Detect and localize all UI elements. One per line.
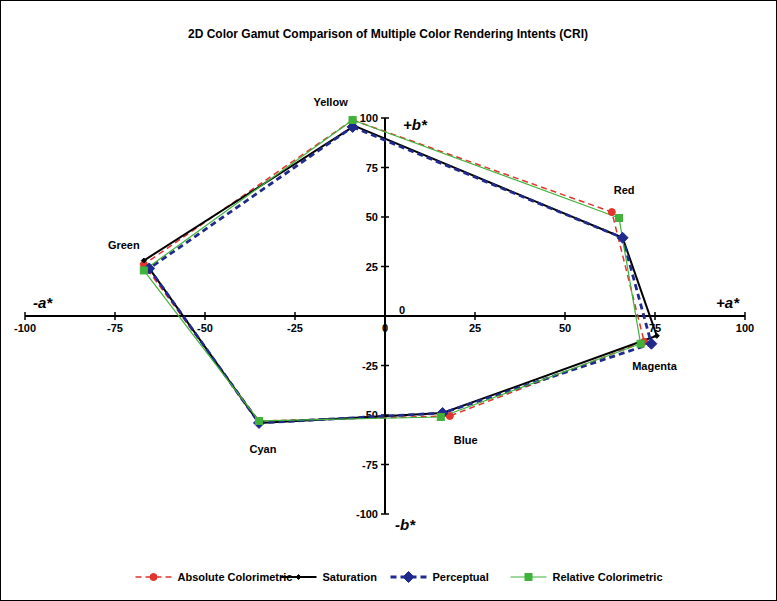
title: 2D Color Gamut Comparison of Multiple Co… bbox=[188, 27, 588, 41]
axis-label: +a* bbox=[716, 294, 740, 311]
legend-label: Relative Colorimetric bbox=[553, 571, 663, 583]
y-tick-label: 25 bbox=[366, 261, 378, 273]
point bbox=[617, 232, 628, 243]
y-tick bbox=[381, 464, 389, 466]
point-label: Blue bbox=[454, 434, 478, 446]
x-tick bbox=[744, 312, 746, 320]
y-tick bbox=[381, 266, 389, 268]
y-tick-label: 75 bbox=[366, 162, 378, 174]
legend-label: Absolute Colorimetric bbox=[178, 571, 293, 583]
x-tick-label: 100 bbox=[736, 322, 754, 334]
point bbox=[646, 338, 657, 349]
x-tick bbox=[114, 312, 116, 320]
point-label: Green bbox=[108, 239, 140, 251]
series-line bbox=[144, 120, 641, 421]
point bbox=[256, 417, 263, 424]
series-line bbox=[144, 120, 644, 421]
x-tick bbox=[654, 312, 656, 320]
point bbox=[437, 413, 444, 420]
y-tick bbox=[381, 513, 389, 515]
axis-label: +b* bbox=[403, 116, 428, 133]
x-tick-label: -25 bbox=[287, 322, 303, 334]
point bbox=[254, 417, 265, 428]
point bbox=[349, 116, 356, 123]
point-label: Yellow bbox=[313, 96, 348, 108]
point bbox=[654, 333, 659, 338]
x-tick bbox=[294, 312, 296, 320]
legend: Absolute Colorimetric Saturation Perceptua… bbox=[136, 571, 663, 583]
x-tick-label: 50 bbox=[559, 322, 571, 334]
point bbox=[349, 116, 356, 123]
x-tick-label: 0 bbox=[382, 322, 388, 334]
point bbox=[608, 209, 615, 216]
legend-marker bbox=[525, 574, 532, 581]
frame bbox=[1, 1, 777, 601]
x-tick bbox=[474, 312, 476, 320]
y-tick-label: 100 bbox=[360, 112, 378, 124]
x-tick bbox=[204, 312, 206, 320]
chart: 2D Color Gamut Comparison of Multiple Co… bbox=[0, 0, 777, 601]
y-tick-label: 0 bbox=[399, 304, 405, 316]
series-line bbox=[149, 127, 651, 423]
y-tick bbox=[381, 365, 389, 367]
series-line bbox=[144, 126, 657, 423]
axis-label: -b* bbox=[395, 516, 416, 533]
point-label: Red bbox=[614, 184, 635, 196]
x-tick-label: -75 bbox=[107, 322, 123, 334]
y-tick-label: -75 bbox=[362, 459, 378, 471]
y-tick bbox=[381, 216, 389, 218]
point-label: Cyan bbox=[250, 443, 277, 455]
y-tick bbox=[381, 315, 389, 317]
point bbox=[616, 214, 623, 221]
point-label: Magenta bbox=[632, 360, 678, 372]
y-tick bbox=[381, 117, 389, 119]
point bbox=[141, 258, 146, 263]
plot-area bbox=[140, 116, 659, 428]
y-tick-label: -100 bbox=[356, 508, 378, 520]
y-tick-label: 50 bbox=[366, 211, 378, 223]
point bbox=[140, 267, 147, 274]
x-tick-label: 25 bbox=[469, 322, 481, 334]
legend-label: Perceptual bbox=[433, 571, 489, 583]
x-tick-label: -100 bbox=[14, 322, 36, 334]
x-tick-label: -50 bbox=[197, 322, 213, 334]
legend-marker bbox=[403, 572, 414, 583]
legend-marker bbox=[296, 575, 301, 580]
x-tick bbox=[24, 312, 26, 320]
x-tick bbox=[564, 312, 566, 320]
legend-marker bbox=[150, 574, 157, 581]
y-tick-label: -25 bbox=[362, 360, 378, 372]
y-tick bbox=[381, 167, 389, 169]
legend-label: Saturation bbox=[323, 571, 378, 583]
axis-label: -a* bbox=[33, 294, 53, 311]
point bbox=[637, 340, 644, 347]
point bbox=[256, 417, 263, 424]
